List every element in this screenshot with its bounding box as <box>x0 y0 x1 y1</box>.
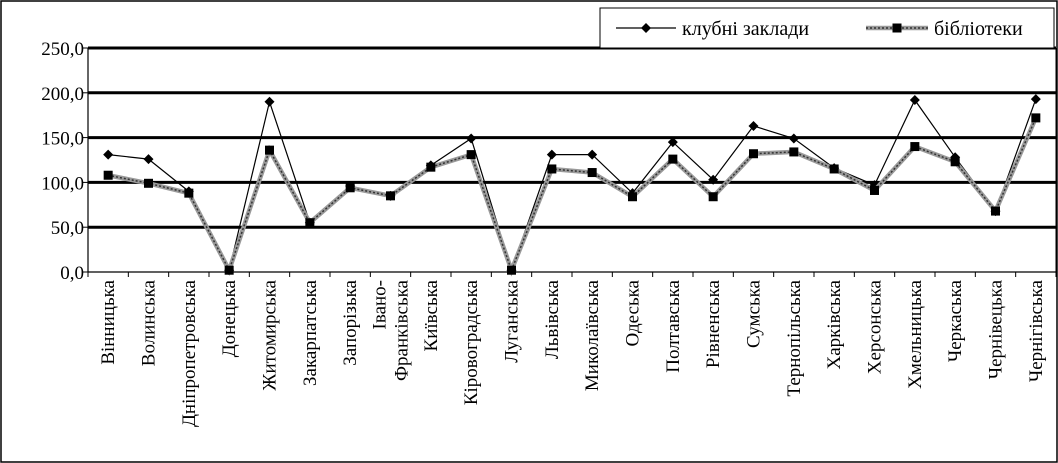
x-tick-label: Луганська <box>502 279 523 362</box>
marker-diamond <box>1030 94 1041 105</box>
series-lines <box>103 94 1041 277</box>
marker-square <box>305 218 315 228</box>
x-tick-label: Харківська <box>824 279 845 369</box>
marker-diamond <box>708 174 719 185</box>
y-tick-label: 50,0 <box>51 218 84 239</box>
marker-square <box>386 191 395 201</box>
legend-marker-square <box>892 23 902 33</box>
x-tick-label: Миколаївська <box>582 279 603 391</box>
y-tick-label: 200,0 <box>41 84 84 105</box>
marker-square <box>829 164 839 174</box>
x-tick-label: Івано- <box>370 280 391 329</box>
x-tick-label: Чернівецька <box>986 279 1007 379</box>
x-tick-label: Хмельницька <box>905 279 926 388</box>
marker-diamond <box>546 149 557 160</box>
y-tick-label: 150,0 <box>41 129 84 150</box>
x-tick-label: Запорізька <box>340 279 361 365</box>
marker-diamond <box>788 133 799 144</box>
x-tick-label: Донецька <box>219 279 240 357</box>
marker-square <box>224 265 234 275</box>
legend-label: клубні заклади <box>682 18 809 40</box>
marker-diamond <box>909 94 920 105</box>
marker-square <box>345 183 355 193</box>
legend-label: бібліотеки <box>934 18 1023 40</box>
x-tick-label: Одеська <box>623 279 644 346</box>
marker-square <box>547 164 557 174</box>
marker-square <box>507 265 516 275</box>
marker-diamond <box>466 133 477 144</box>
x-tick-label: Закарпатська <box>300 279 321 386</box>
x-tick-label: Полтавська <box>663 279 684 372</box>
marker-square <box>950 157 960 167</box>
marker-square <box>668 154 678 164</box>
x-tick-label: Чернігівська <box>1026 279 1047 382</box>
marker-square <box>628 192 637 202</box>
marker-square <box>789 147 799 157</box>
marker-square <box>991 206 1000 216</box>
x-tick-label: Сумська <box>744 279 765 348</box>
legend-marker-diamond <box>641 23 651 33</box>
x-tick-label: Тернопільська <box>784 279 805 396</box>
x-tick-label: Кіровоградська <box>461 279 482 405</box>
marker-square <box>466 150 476 160</box>
marker-diamond <box>587 149 598 160</box>
x-tick-label: Рівненська <box>703 279 724 368</box>
x-tick-label: Вінницька <box>98 279 119 364</box>
marker-square <box>910 142 920 152</box>
y-tick-label: 250,0 <box>41 39 84 60</box>
marker-square <box>749 149 758 159</box>
marker-square <box>426 162 436 172</box>
marker-square <box>870 185 879 195</box>
x-tick-label: Дніпропетровська <box>179 279 200 427</box>
marker-square <box>265 145 274 155</box>
marker-square <box>708 192 718 202</box>
x-tick-label: Волинська <box>139 279 160 366</box>
y-tick-labels: 0,0 50,0 100,0 150,0 200,0 250,0 <box>41 39 84 284</box>
x-tick-label: Київська <box>421 279 442 351</box>
axes <box>83 47 1057 277</box>
marker-diamond <box>143 154 154 165</box>
marker-square <box>184 188 194 198</box>
marker-diamond <box>103 149 114 160</box>
y-tick-label: 100,0 <box>41 173 84 194</box>
x-tick-label: Житомирська <box>260 279 281 390</box>
x-tick-labels: Вінницька Волинська Дніпропетровська Донець… <box>98 279 1047 427</box>
marker-square <box>103 170 113 180</box>
marker-square <box>1031 113 1041 123</box>
y-tick-label: 0,0 <box>60 263 84 284</box>
marker-square <box>587 168 597 178</box>
legend: клубні заклади бібліотеки <box>599 7 1055 49</box>
marker-square <box>144 178 153 188</box>
marker-diamond <box>264 96 275 107</box>
marker-diamond <box>748 120 759 131</box>
x-tick-label: Франківська <box>392 279 413 381</box>
series-line-klubni <box>108 98 1037 273</box>
x-tick-label: Херсонська <box>865 279 886 374</box>
x-tick-label: Черкаська <box>945 279 966 362</box>
x-tick-label: Львівська <box>542 279 563 359</box>
marker-diamond <box>667 137 678 148</box>
series-line-biblioteky <box>108 117 1037 273</box>
